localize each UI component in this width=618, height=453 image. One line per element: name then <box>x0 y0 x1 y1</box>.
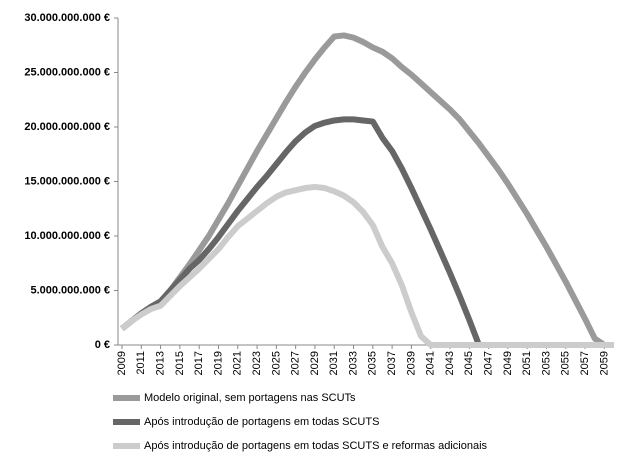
x-tick-label: 2015 <box>174 351 186 375</box>
x-tick-label: 2037 <box>386 351 398 375</box>
legend-label: Após introdução de portagens em todas SC… <box>144 440 488 452</box>
x-tick-label: 2039 <box>405 351 417 375</box>
x-tick-label: 2033 <box>347 351 359 375</box>
x-tick-label: 2055 <box>560 351 572 375</box>
y-tick-label: 5.000.000.000 € <box>30 284 110 296</box>
x-tick-label: 2021 <box>232 351 244 375</box>
x-tick-label: 2051 <box>521 351 533 375</box>
x-tick-label: 2035 <box>367 351 379 375</box>
x-tick-label: 2019 <box>212 351 224 375</box>
x-tick-label: 2013 <box>154 351 166 375</box>
x-tick-label: 2041 <box>425 351 437 375</box>
x-tick-label: 2017 <box>193 351 205 375</box>
y-tick-label: 10.000.000.000 € <box>24 230 110 242</box>
x-tick-label: 2059 <box>598 351 610 375</box>
x-tick-label: 2023 <box>251 351 263 375</box>
x-tick-label: 2025 <box>270 351 282 375</box>
x-tick-label: 2053 <box>540 351 552 375</box>
x-tick-label: 2057 <box>579 351 591 375</box>
series-line <box>120 32 614 348</box>
legend-label: Após introdução de portagens em todas SC… <box>144 416 379 428</box>
y-tick-label: 0 € <box>95 339 110 351</box>
x-tick-label: 2049 <box>502 351 514 375</box>
series-line <box>120 183 614 348</box>
x-tick-label: 2045 <box>463 351 475 375</box>
x-tick-label: 2047 <box>482 351 494 375</box>
x-tick-label: 2027 <box>290 351 302 375</box>
y-tick-label: 15.000.000.000 € <box>24 175 110 187</box>
x-tick-label: 2029 <box>309 351 321 375</box>
x-tick-label: 2009 <box>116 351 128 375</box>
y-tick-label: 20.000.000.000 € <box>24 121 110 133</box>
legend-label: Modelo original, sem portagens nas SCUTs <box>144 392 356 404</box>
x-tick-label: 2031 <box>328 351 340 375</box>
y-tick-label: 25.000.000.000 € <box>24 66 110 78</box>
x-tick-label: 2011 <box>135 351 147 375</box>
x-tick-label: 2043 <box>444 351 456 375</box>
y-tick-label: 30.000.000.000 € <box>24 12 110 24</box>
